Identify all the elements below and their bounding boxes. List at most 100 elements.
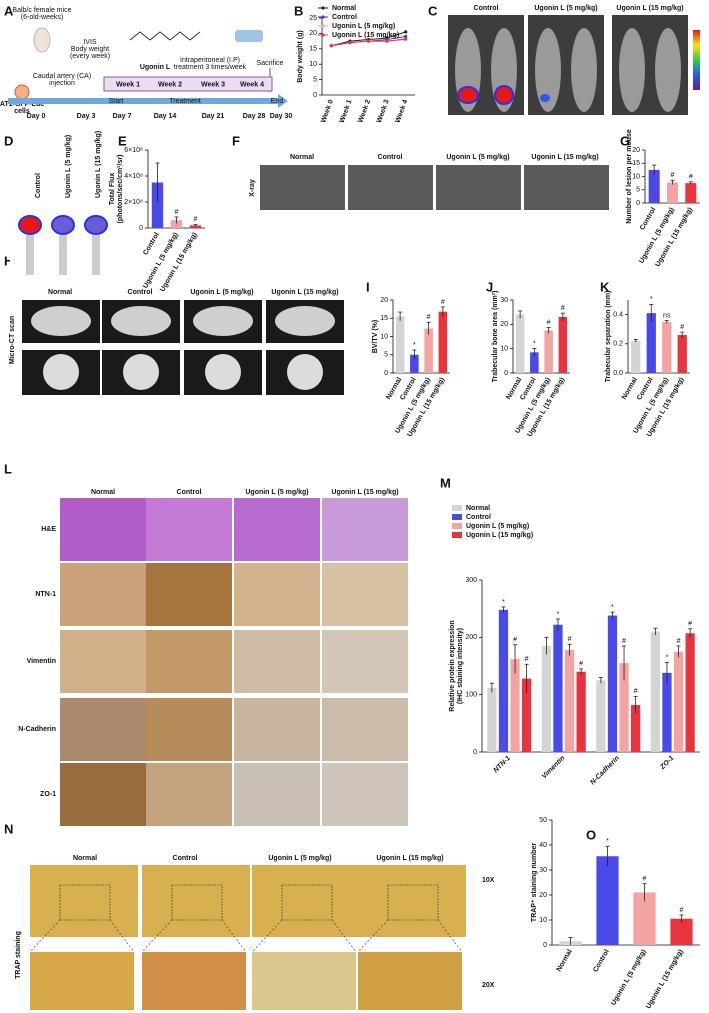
y-tick-label: 0.0 <box>613 370 623 377</box>
day-label: Day 14 <box>154 113 177 120</box>
legend-marker <box>452 532 462 538</box>
annotation: # <box>622 638 626 645</box>
image <box>322 630 408 693</box>
x-tick-label: Week 2 <box>357 99 372 124</box>
y-axis-label: TRAP⁺ staining number <box>531 843 538 922</box>
row-label: X-ray <box>249 179 256 197</box>
y-tick-label: 4×10⁸ <box>124 173 143 180</box>
legend-label: Control <box>466 514 491 521</box>
image <box>60 763 146 826</box>
syringe-icon <box>235 30 263 42</box>
legend-marker <box>321 24 325 28</box>
mouse-icon <box>33 27 51 53</box>
y-tick-label: 50 <box>539 817 547 824</box>
image <box>322 698 408 761</box>
day-label: Day 0 <box>27 113 46 120</box>
bar <box>189 225 202 228</box>
panel-letter: N <box>4 821 13 836</box>
label: injection <box>49 80 75 87</box>
bar <box>596 856 619 945</box>
image <box>436 165 521 210</box>
image <box>60 630 146 693</box>
image <box>30 865 138 937</box>
x-tick-label: Ugonin L (15 mg/kg) <box>645 948 685 1010</box>
bone <box>111 306 171 336</box>
column-label: Normal <box>73 855 97 862</box>
label: (6-old-weeks) <box>21 14 63 21</box>
bone <box>31 306 91 336</box>
bar <box>650 631 661 752</box>
zoom-line <box>221 919 247 953</box>
x-tick-label: Week 4 <box>395 99 410 124</box>
annotation: * <box>666 654 669 661</box>
annotation: # <box>634 688 638 695</box>
point <box>404 30 408 34</box>
point <box>348 41 352 45</box>
panel-letter: K <box>600 279 610 294</box>
column-label: Ugonin L (5 mg/kg) <box>190 289 253 296</box>
annotation: * <box>557 611 560 618</box>
bar <box>677 335 687 373</box>
bone <box>43 354 79 390</box>
label: cells <box>14 108 30 115</box>
y-axis-label: Trabecular separation (mm) <box>605 291 612 383</box>
x-tick-label: Ugonin L (15 mg/kg) <box>655 206 695 268</box>
zoom-box <box>281 884 333 921</box>
column-label: Ugonin L (15 mg/kg) <box>95 131 102 198</box>
zoom-line <box>437 919 463 953</box>
week-label: Week 1 <box>116 81 140 88</box>
day-label: Day 7 <box>113 113 132 120</box>
image <box>60 563 146 626</box>
legend-marker <box>452 514 462 520</box>
column-label: Ugonin L (15 mg/kg) <box>531 154 598 161</box>
annotation: # <box>561 305 565 312</box>
legend-label: Ugonin L (5 mg/kg) <box>332 23 395 30</box>
bar <box>564 649 575 752</box>
image <box>146 763 232 826</box>
y-tick-label: 100 <box>465 692 477 699</box>
legend-marker <box>452 505 462 511</box>
image <box>322 763 408 826</box>
signal <box>18 215 42 235</box>
image <box>358 865 466 937</box>
y-tick-label: 10 <box>539 917 547 924</box>
bar <box>596 680 606 752</box>
week-label: Week 4 <box>240 81 264 88</box>
image <box>146 630 232 693</box>
bar <box>498 609 509 752</box>
image <box>30 952 134 1010</box>
column-label: Control <box>378 154 403 161</box>
week-label: Week 3 <box>201 81 225 88</box>
mouse-shape <box>535 28 561 112</box>
x-tick-label: Normal <box>556 948 574 972</box>
x-tick-label: Week 3 <box>376 99 391 124</box>
panel-letter: J <box>486 279 493 294</box>
bar <box>521 678 532 752</box>
bar <box>685 633 695 752</box>
zoom-box <box>59 884 111 921</box>
annotation: # <box>680 907 684 914</box>
bar <box>395 316 405 373</box>
x-tick-label: Ugonin L (15 mg/kg) <box>159 231 199 293</box>
annotation: * <box>606 838 609 845</box>
phase-label: Treatment <box>169 98 201 105</box>
bar <box>530 352 539 373</box>
annotation: # <box>194 216 198 223</box>
row-label: H&E <box>41 526 56 533</box>
zoom-line <box>251 919 283 953</box>
mouse-shape <box>571 28 597 112</box>
panel-letter: O <box>586 827 596 842</box>
bar <box>558 317 568 373</box>
day-label: Day 28 <box>243 113 266 120</box>
y-tick-label: 20 <box>539 892 547 899</box>
image <box>252 865 360 937</box>
y-axis-label: Number of lesion per mouse <box>626 129 633 224</box>
legend-marker <box>452 523 462 529</box>
bar <box>670 918 693 945</box>
y-tick-label: 0 <box>543 942 547 949</box>
x-tick-label: Control <box>592 948 611 973</box>
label: IVIS <box>83 39 97 46</box>
y-tick-label: 2×10⁸ <box>124 199 143 206</box>
week-box <box>103 76 273 92</box>
column-label: Ugonin L (5 mg/kg) <box>446 154 509 161</box>
